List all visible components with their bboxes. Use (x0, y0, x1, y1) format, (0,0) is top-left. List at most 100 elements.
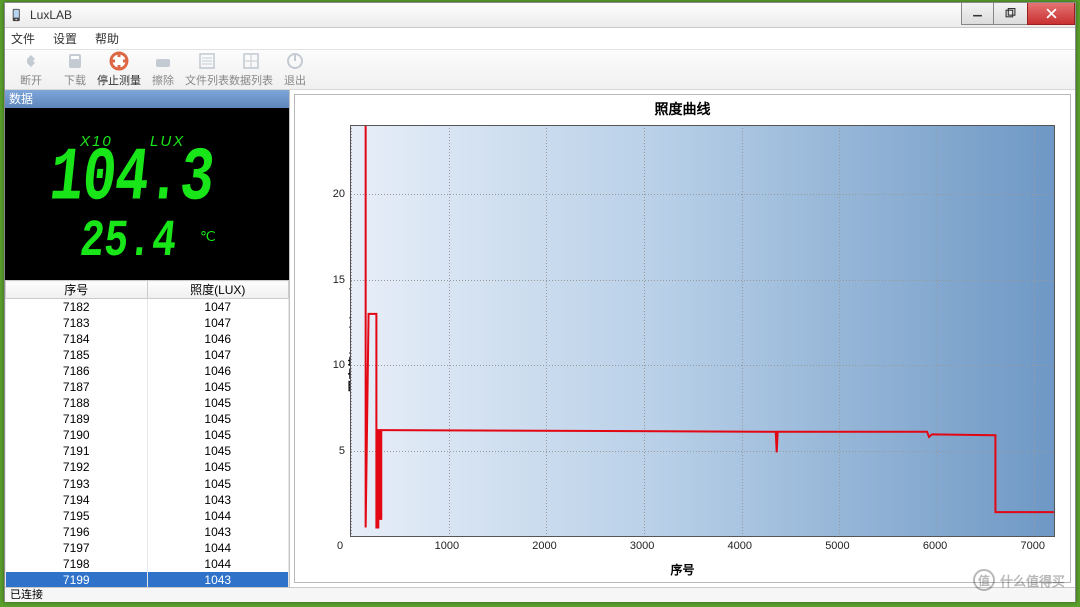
cell-index: 7187 (6, 379, 148, 395)
cell-lux: 1044 (147, 540, 289, 556)
cell-lux: 1044 (147, 508, 289, 524)
cell-index: 7182 (6, 299, 148, 315)
menu-help[interactable]: 帮助 (95, 30, 119, 47)
exit-icon (285, 51, 305, 71)
table-row[interactable]: 71821047 (6, 299, 289, 315)
data-panel-header: 数据 (5, 90, 289, 108)
toolbar-stop-label: 停止测量 (97, 72, 141, 88)
table-row[interactable]: 71991043 (6, 572, 289, 587)
status-bar: 已连接 (5, 587, 1075, 602)
minimize-button[interactable] (961, 3, 994, 25)
col-lux[interactable]: 照度(LUX) (147, 281, 289, 299)
cell-index: 7190 (6, 427, 148, 443)
cell-index: 7191 (6, 443, 148, 459)
table-row[interactable]: 71921045 (6, 459, 289, 475)
cell-index: 7194 (6, 492, 148, 508)
xtick: 6000 (923, 540, 947, 552)
left-panel: 数据 X10 LUX 104.3 25.4 ℃ 序号 照度(LUX) 71821… (5, 90, 290, 587)
xtick: 7000 (1020, 540, 1044, 552)
menu-file[interactable]: 文件 (11, 30, 35, 47)
cell-index: 7188 (6, 395, 148, 411)
table-row[interactable]: 71891045 (6, 411, 289, 427)
xtick: 2000 (532, 540, 556, 552)
lcd-display: X10 LUX 104.3 25.4 ℃ (5, 108, 289, 280)
close-button[interactable] (1027, 3, 1075, 25)
cell-lux: 1043 (147, 524, 289, 540)
toolbar: 断开 下载 停止测量 擦除 文件列表 数据列表 退出 (5, 50, 1075, 90)
table-row[interactable]: 71971044 (6, 540, 289, 556)
table-row[interactable]: 71931045 (6, 476, 289, 492)
toolbar-disconnect[interactable]: 断开 (9, 51, 53, 89)
cell-lux: 1047 (147, 347, 289, 363)
app-icon (11, 8, 25, 22)
table-row[interactable]: 71831047 (6, 315, 289, 331)
table-row[interactable]: 71941043 (6, 492, 289, 508)
cell-lux: 1047 (147, 315, 289, 331)
titlebar[interactable]: LuxLAB (5, 3, 1075, 28)
table-row[interactable]: 71961043 (6, 524, 289, 540)
data-table[interactable]: 序号 照度(LUX) 71821047718310477184104671851… (5, 280, 289, 587)
ytick: 20 (333, 188, 345, 200)
cell-lux: 1043 (147, 492, 289, 508)
toolbar-download-label: 下载 (64, 72, 86, 88)
table-row[interactable]: 71901045 (6, 427, 289, 443)
watermark-text: 什么值得买 (1000, 571, 1065, 590)
lifebuoy-icon (109, 51, 129, 71)
cell-lux: 1044 (147, 556, 289, 572)
main-body: 数据 X10 LUX 104.3 25.4 ℃ 序号 照度(LUX) 71821… (5, 90, 1075, 587)
table-row[interactable]: 71851047 (6, 347, 289, 363)
cell-index: 7196 (6, 524, 148, 540)
watermark-circle: 值 (973, 569, 995, 591)
cell-lux: 1045 (147, 395, 289, 411)
table-row[interactable]: 71871045 (6, 379, 289, 395)
chart-title: 照度曲线 (295, 99, 1070, 119)
ytick: 15 (333, 274, 345, 286)
application-window: LuxLAB 文件 设置 帮助 断开 下载 停止测量 擦除 (4, 2, 1076, 602)
cell-index: 7192 (6, 459, 148, 475)
filelist-icon (197, 51, 217, 71)
table-row[interactable]: 71841046 (6, 331, 289, 347)
table-row[interactable]: 71881045 (6, 395, 289, 411)
toolbar-filelist[interactable]: 文件列表 (185, 51, 229, 89)
toolbar-download[interactable]: 下载 (53, 51, 97, 89)
cell-index: 7199 (6, 572, 148, 587)
cell-lux: 1045 (147, 443, 289, 459)
table-row[interactable]: 71951044 (6, 508, 289, 524)
download-icon (65, 51, 85, 71)
toolbar-stop[interactable]: 停止测量 (97, 51, 141, 89)
chart-plot-area[interactable]: 510152001000200030004000500060007000 (350, 125, 1055, 537)
table-row[interactable]: 71981044 (6, 556, 289, 572)
cell-lux: 1043 (147, 572, 289, 587)
table-row[interactable]: 71911045 (6, 443, 289, 459)
toolbar-datalist[interactable]: 数据列表 (229, 51, 273, 89)
cell-lux: 1046 (147, 331, 289, 347)
datalist-icon (241, 51, 261, 71)
cell-index: 7198 (6, 556, 148, 572)
table-row[interactable]: 71861046 (6, 363, 289, 379)
ytick: 10 (333, 359, 345, 371)
cell-index: 7195 (6, 508, 148, 524)
plug-icon (21, 51, 41, 71)
cell-index: 7185 (6, 347, 148, 363)
cell-lux: 1046 (147, 363, 289, 379)
xtick: 0 (337, 540, 343, 552)
xtick: 5000 (825, 540, 849, 552)
lcd-reading: 104.3 (45, 135, 217, 221)
toolbar-disconnect-label: 断开 (20, 72, 42, 88)
eraser-icon (153, 51, 173, 71)
window-buttons (961, 3, 1075, 25)
cell-lux: 1045 (147, 411, 289, 427)
window-title: LuxLAB (30, 8, 72, 22)
maximize-button[interactable] (994, 3, 1027, 25)
toolbar-clear[interactable]: 擦除 (141, 51, 185, 89)
toolbar-datalist-label: 数据列表 (229, 72, 273, 88)
toolbar-exit[interactable]: 退出 (273, 51, 317, 89)
xtick: 3000 (630, 540, 654, 552)
ytick: 5 (339, 445, 345, 457)
watermark: 值 什么值得买 (973, 569, 1065, 591)
menu-settings[interactable]: 设置 (53, 30, 77, 47)
cell-lux: 1045 (147, 459, 289, 475)
lcd-temperature: 25.4 (77, 213, 179, 272)
cell-index: 7189 (6, 411, 148, 427)
col-index[interactable]: 序号 (6, 281, 148, 299)
